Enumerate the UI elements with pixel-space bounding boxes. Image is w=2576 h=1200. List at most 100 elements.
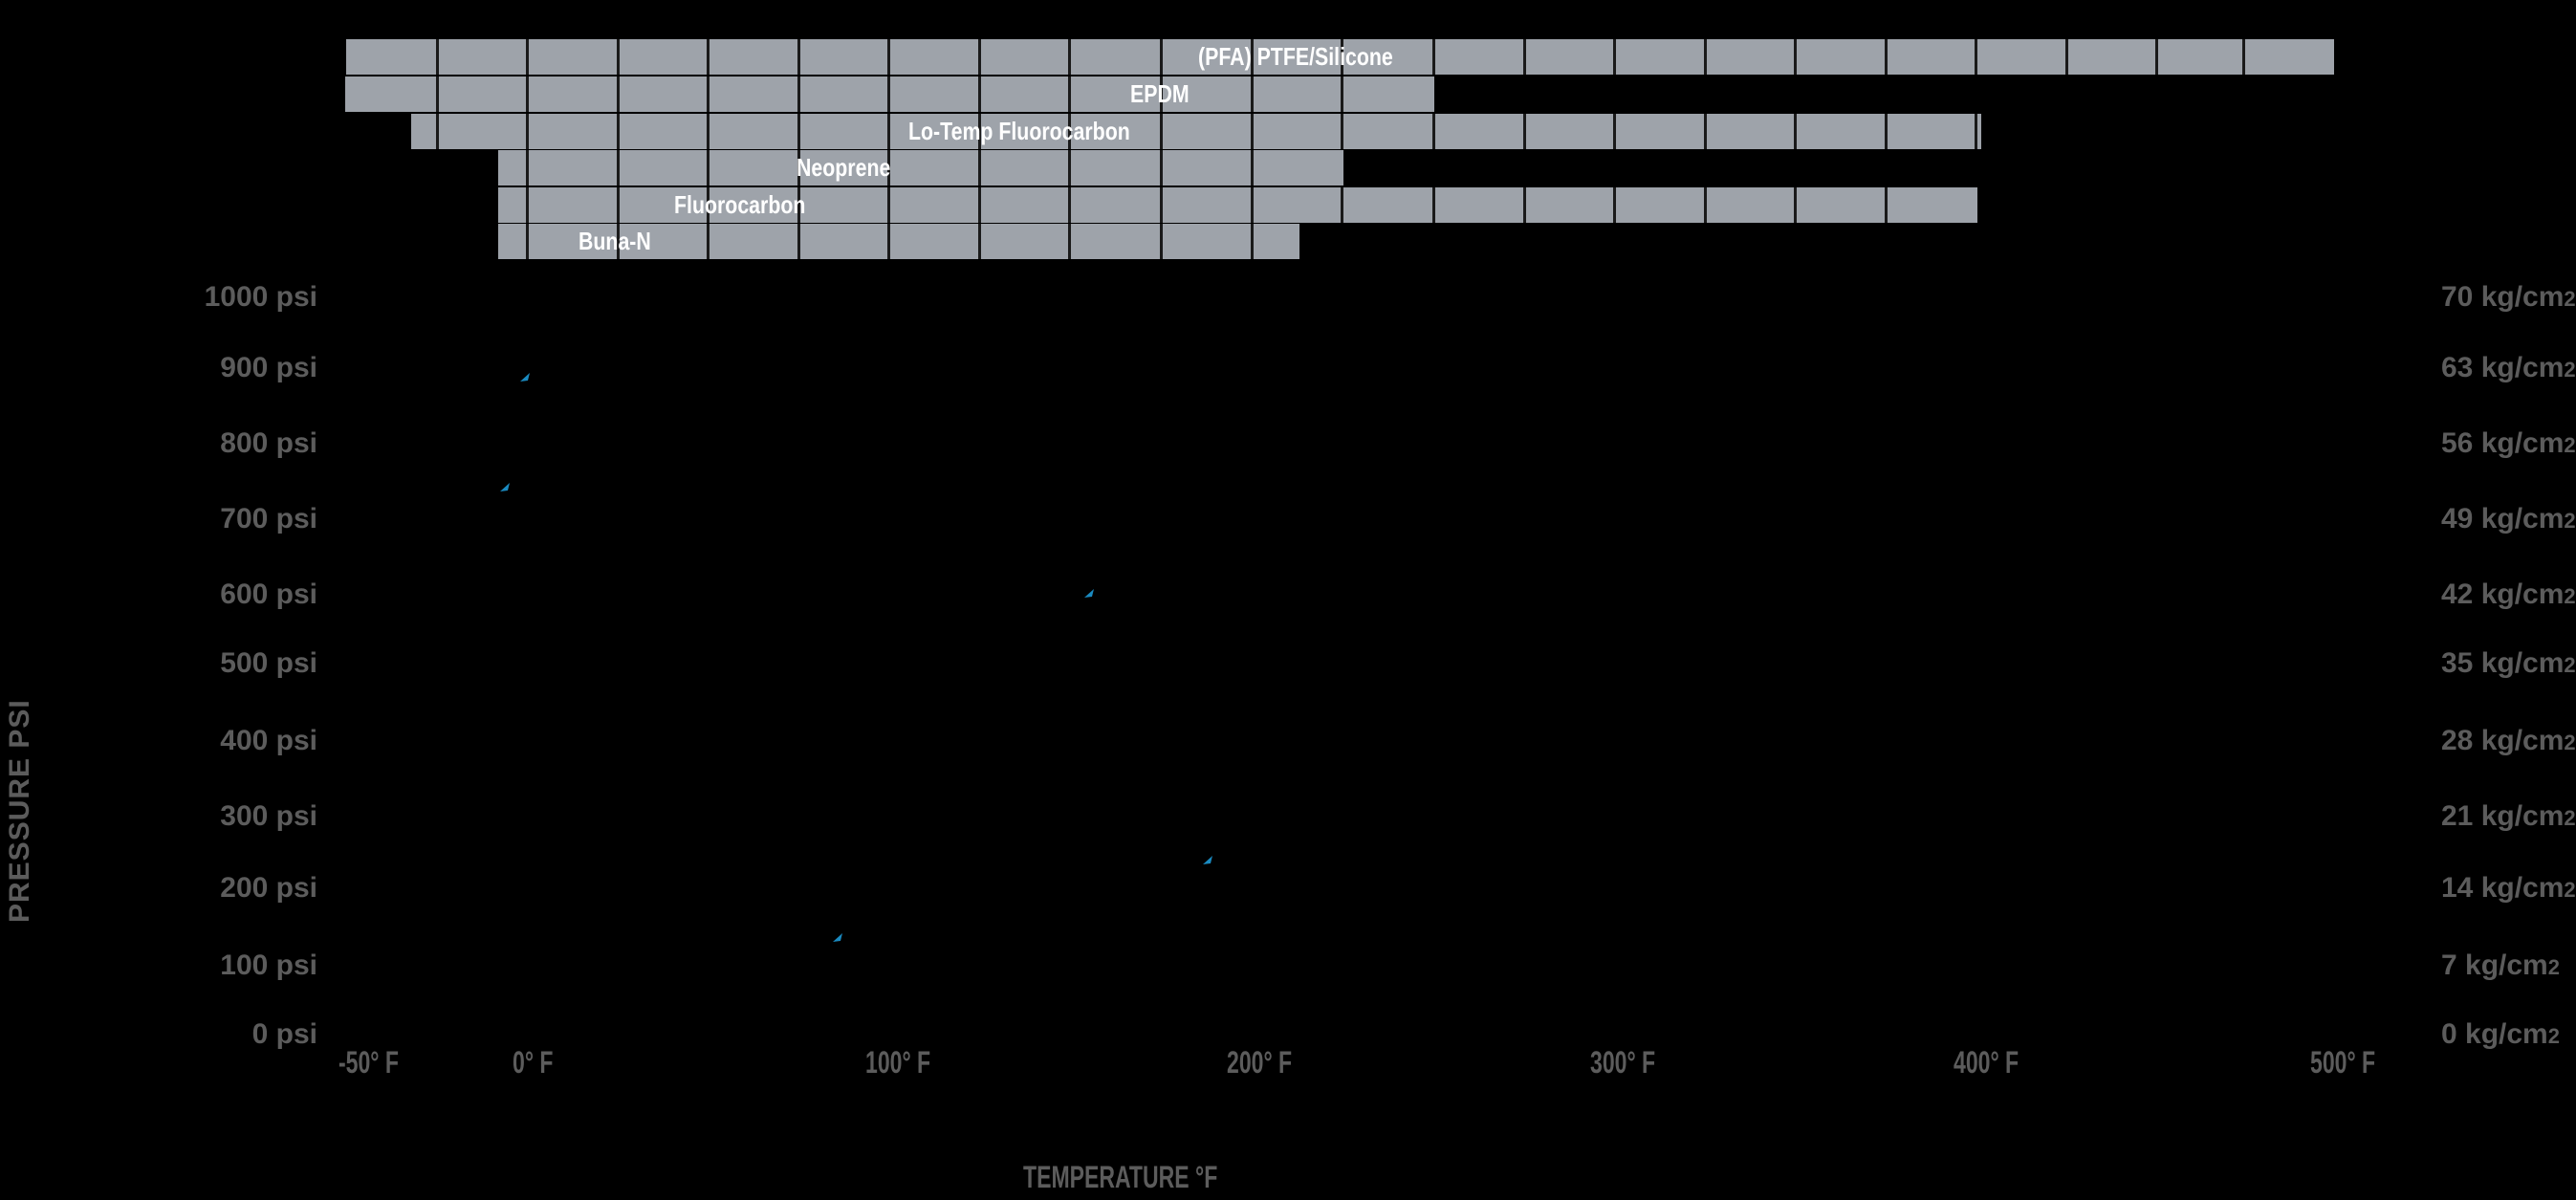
bar-cell [890,39,981,75]
bar-cell [1616,187,1707,223]
kgcm-value: 35 kg/cm [2441,647,2565,679]
bar-cell [529,39,620,75]
bar-cell [890,114,981,149]
bar-cell [346,39,439,75]
y-tick-label-kgcm2: 0 kg/cm2 [2441,1018,2560,1053]
y-tick-label-kgcm2: 35 kg/cm2 [2441,647,2576,682]
bar-cell [529,76,620,112]
bar-cell [1707,114,1797,149]
y-tick-label-psi: 200 psi [220,872,317,904]
bar-cell [981,150,1071,185]
y-tick-label-psi: 0 psi [251,1018,317,1050]
bar-cell [529,114,620,149]
x-tick-label: 400° F [1954,1045,2019,1080]
bar-cell [1163,114,1254,149]
bar-cell [439,76,529,112]
y-tick-label-psi: 400 psi [220,725,317,756]
kgcm-value: 70 kg/cm [2441,281,2565,313]
x-tick-label: 200° F [1227,1045,1293,1080]
material-range-bar: Buna-N [498,224,1299,259]
bar-cell [1071,150,1163,185]
kgcm-exponent: 2 [2547,1024,2560,1048]
material-range-bar: EPDM [345,76,1434,112]
bar-cell [1163,39,1254,75]
bar-cell [1707,187,1797,223]
kgcm-value: 28 kg/cm [2441,725,2565,756]
bar-cell [1616,39,1707,75]
bar-cell [2068,39,2158,75]
material-label: Lo-Temp Fluorocarbon [908,117,1130,145]
bar-cell [709,76,800,112]
material-range-bar: Lo-Temp Fluorocarbon [411,114,1981,149]
bar-cell [1707,39,1797,75]
bar-cell [890,187,981,223]
bar-cell [890,224,981,259]
bar-cell [1343,76,1434,112]
kgcm-exponent: 2 [2564,509,2576,533]
kgcm-exponent: 2 [2564,653,2576,677]
bar-cell [800,187,890,223]
bar-cell [498,224,529,259]
bar-cell [1071,114,1163,149]
bar-cell [1977,39,2068,75]
x-tick-label: 100° F [865,1045,931,1080]
bar-cell [1254,76,1343,112]
y-tick-label-psi: 500 psi [220,647,317,679]
bar-cell [1254,224,1299,259]
bar-cell [1163,76,1254,112]
kgcm-exponent: 2 [2564,806,2576,830]
bar-cell [1797,187,1888,223]
bar-cell [620,39,709,75]
y-tick-label-kgcm2: 28 kg/cm2 [2441,725,2576,759]
bar-cell [981,76,1071,112]
bar-cell [1888,39,1977,75]
bar-cell [1616,114,1707,149]
y-tick-label-psi: 1000 psi [204,281,317,313]
material-range-bar: Fluorocarbon [498,187,1977,223]
bar-cell [890,150,981,185]
y-tick-label-psi: 800 psi [220,427,317,459]
kgcm-value: 7 kg/cm [2441,949,2548,981]
bar-cell [620,76,709,112]
kgcm-exponent: 2 [2564,584,2576,608]
y-tick-label-kgcm2: 42 kg/cm2 [2441,578,2576,613]
bar-cell [345,76,439,112]
bar-cell [1163,224,1254,259]
x-tick-label: 300° F [1590,1045,1656,1080]
bar-cell [709,187,800,223]
kgcm-value: 56 kg/cm [2441,427,2565,459]
bar-cell [800,39,890,75]
bar-cell [1977,114,1981,149]
kgcm-exponent: 2 [2547,955,2560,979]
bar-cell [981,114,1071,149]
bar-cell [2158,39,2245,75]
bar-cell [800,114,890,149]
y-tick-label-kgcm2: 21 kg/cm2 [2441,800,2576,835]
bar-cell [529,187,620,223]
y-tick-label-kgcm2: 14 kg/cm2 [2441,872,2576,906]
x-tick-label: -50° F [338,1045,399,1080]
bar-cell [1254,187,1343,223]
material-label: Buna-N [579,227,651,255]
bar-cell [1254,150,1343,185]
bar-cell [1343,39,1435,75]
y-tick-label-kgcm2: 70 kg/cm2 [2441,281,2576,316]
bar-cell [981,39,1071,75]
bar-cell [1071,224,1163,259]
material-label: (PFA) PTFE/Silicone [1198,42,1393,71]
bar-cell [981,187,1071,223]
bar-cell [1163,187,1254,223]
y-tick-label-kgcm2: 56 kg/cm2 [2441,427,2576,462]
bar-cell [1888,187,1977,223]
kgcm-exponent: 2 [2564,358,2576,382]
bar-cell [1797,39,1888,75]
y-tick-label-psi: 600 psi [220,578,317,610]
kgcm-exponent: 2 [2564,287,2576,311]
bar-cell [620,224,709,259]
bar-cell [1254,114,1343,149]
bar-cell [1526,187,1616,223]
y-tick-label-psi: 100 psi [220,949,317,981]
material-range-bar: (PFA) PTFE/Silicone [346,39,2334,75]
bar-cell [620,114,709,149]
x-tick-label: 0° F [513,1045,554,1080]
